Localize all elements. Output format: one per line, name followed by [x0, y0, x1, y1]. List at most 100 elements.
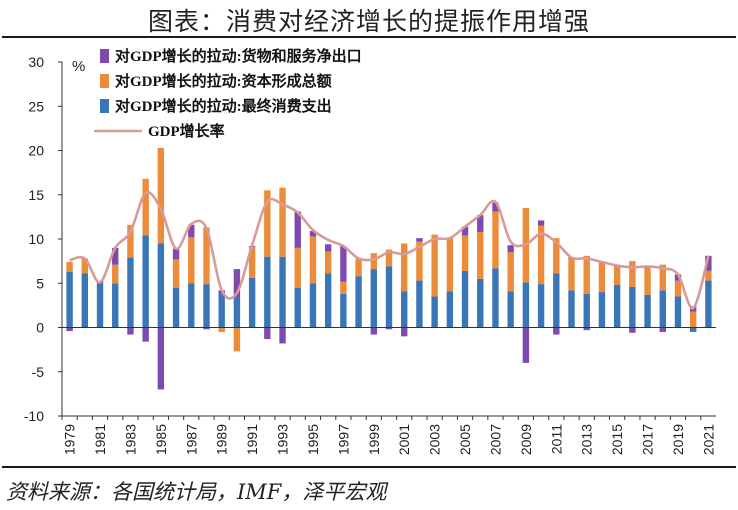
net-exports-bar [553, 327, 560, 335]
bars-layer [66, 147, 712, 390]
consumption-bar [659, 290, 666, 328]
net-exports-bar [157, 327, 165, 390]
capital-formation-bar [659, 264, 666, 291]
y-tick-label: 30 [28, 54, 44, 70]
net-exports-bar [188, 224, 195, 238]
capital-formation-bar [583, 255, 590, 294]
consumption-bar [461, 270, 469, 328]
x-axis: 1979 1981 1983 1985 1987 1989 1991 1993 1995 1997… [61, 327, 716, 455]
consumption-bar [537, 284, 545, 328]
net-exports-bar [264, 327, 271, 340]
capital-formation-bar [294, 247, 301, 288]
x-tick-label: 1987 [183, 424, 199, 455]
net-exports-bar [203, 327, 210, 330]
capital-formation-bar [203, 227, 210, 285]
gdp-line-layer [69, 190, 710, 310]
capital-formation-bar [81, 258, 89, 274]
net-exports-bar [583, 327, 590, 331]
consumption-bar [203, 284, 210, 328]
consumption-bar [629, 286, 636, 328]
consumption-bar [355, 276, 362, 328]
y-tick-label: -5 [32, 364, 45, 380]
consumption-bar [188, 283, 195, 328]
net-exports-bar [142, 327, 149, 342]
x-tick-label: 2017 [640, 424, 656, 455]
consumption-bar [568, 290, 575, 328]
x-tick-label: 1989 [214, 424, 230, 455]
consumption-bar [385, 266, 393, 328]
capital-formation-bar [431, 234, 438, 297]
consumption-bar [264, 256, 271, 328]
net-exports-bar [324, 244, 332, 252]
consumption-bar [522, 282, 530, 328]
legend-label: 对GDP增长的拉动:资本形成总额 [115, 72, 332, 90]
x-tick-label: 2011 [548, 424, 564, 454]
capital-formation-bar [112, 264, 119, 284]
x-tick-label: 2009 [518, 424, 534, 455]
net-exports-bar [416, 238, 423, 242]
net-exports-bar [127, 327, 134, 335]
capital-formation-bar [598, 262, 606, 293]
net-exports-bar [172, 248, 180, 260]
capital-formation-bar [613, 266, 621, 286]
legend-label: 对GDP增长的拉动:最终消费支出 [115, 97, 332, 115]
consumption-bar [613, 285, 621, 328]
y-axis: -10 -5 0 5 10 15 20 25 30 [24, 54, 63, 424]
legend-swatch [100, 74, 109, 88]
consumption-bar [507, 291, 514, 328]
net-exports-bar [492, 202, 499, 212]
capital-formation-bar [537, 225, 545, 285]
legend-consumption: 对GDP增长的拉动:最终消费支出 [100, 97, 332, 115]
capital-formation-bar [461, 235, 469, 271]
y-tick-label: 15 [28, 187, 44, 203]
consumption-bar [689, 327, 697, 332]
x-tick-label: 2005 [457, 424, 473, 455]
capital-formation-bar [705, 270, 712, 281]
chart-title: 图表：消费对经济增长的提振作用增强 [147, 7, 590, 36]
consumption-bar [340, 293, 347, 328]
x-tick-label: 2021 [700, 424, 716, 455]
legend-label: GDP增长率 [148, 122, 225, 140]
legend-capital-formation: 对GDP增长的拉动:资本形成总额 [100, 72, 332, 90]
capital-formation-bar [172, 259, 180, 288]
capital-formation-bar [309, 236, 317, 284]
x-tick-label: 1991 [244, 424, 260, 455]
x-tick-label: 2013 [579, 424, 595, 455]
capital-formation-bar [370, 253, 377, 270]
consumption-bar [218, 293, 225, 328]
source-note: 资料来源：各国统计局，IMF，泽平宏观 [6, 480, 387, 504]
y-axis-unit: % [72, 58, 85, 75]
net-exports-bar [66, 327, 73, 332]
consumption-bar [416, 280, 423, 328]
net-exports-bar [233, 269, 241, 298]
legend-label: 对GDP增长的拉动:货物和服务净出口 [115, 47, 362, 65]
net-exports-bar [705, 255, 712, 271]
x-tick-label: 2003 [427, 424, 443, 455]
x-tick-label: 1999 [366, 424, 382, 455]
net-exports-bar [659, 327, 666, 332]
capital-formation-bar [264, 190, 271, 257]
consumption-bar [66, 271, 73, 328]
net-exports-bar [674, 274, 682, 281]
top-rule [2, 36, 736, 38]
net-exports-bar [340, 246, 347, 282]
consumption-bar [233, 297, 241, 328]
x-tick-label: 2019 [670, 424, 686, 455]
consumption-bar [142, 235, 149, 328]
consumption-bar [324, 273, 332, 328]
consumption-bar [370, 269, 377, 328]
net-exports-bar [537, 220, 545, 226]
net-exports-bar [507, 245, 514, 253]
x-tick-label: 1981 [92, 424, 108, 455]
capital-formation-bar [324, 251, 332, 274]
capital-formation-bar [233, 327, 241, 352]
capital-formation-bar [142, 178, 149, 236]
net-exports-bar [370, 327, 377, 335]
x-tick-label: 2015 [609, 424, 625, 455]
net-exports-bar [279, 327, 286, 344]
net-exports-bar [385, 327, 393, 330]
capital-formation-bar [66, 262, 73, 272]
net-exports-bar [112, 247, 119, 265]
x-tick-label: 1997 [335, 424, 351, 455]
